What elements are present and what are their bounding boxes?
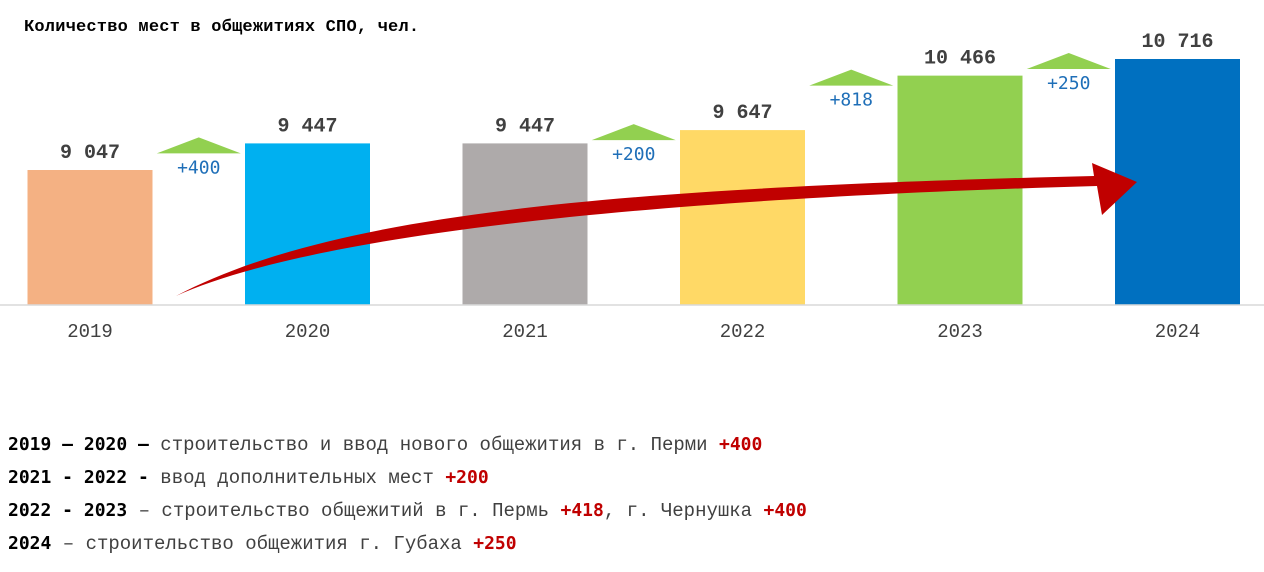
value-label-2021: 9 447 bbox=[495, 115, 555, 138]
x-tick-2023: 2023 bbox=[937, 321, 983, 343]
note-line: 2021 - 2022 - ввод дополнительных мест +… bbox=[8, 463, 807, 496]
note-text: – строительство общежитий в г. Пермь bbox=[127, 500, 561, 522]
note-years: 2024 bbox=[8, 533, 52, 554]
note-text: , г. Чернушка bbox=[603, 500, 764, 522]
increment-label-2019-2020: +400 bbox=[177, 157, 220, 178]
increment-marker-2021-2022 bbox=[591, 124, 676, 141]
increment-marker-2022-2023 bbox=[809, 69, 894, 86]
note-highlight: +400 bbox=[763, 500, 807, 521]
bar-chart: 9 047 2019 9 447 2020 9 447 2021 9 647 2022 10 4… bbox=[0, 31, 1264, 343]
value-label-2020: 9 447 bbox=[277, 115, 337, 138]
notes: 2019 – 2020 – строительство и ввод новог… bbox=[8, 430, 807, 562]
x-tick-2022: 2022 bbox=[720, 321, 766, 343]
note-highlight: +400 bbox=[718, 434, 763, 455]
note-years: 2019 – 2020 – bbox=[8, 434, 149, 455]
note-text: – строительство общежития г. Губаха bbox=[51, 533, 474, 555]
x-tick-2024: 2024 bbox=[1155, 321, 1201, 343]
chart-title: Количество мест в общежитиях СПО, чел. bbox=[24, 18, 420, 37]
note-line: 2019 – 2020 – строительство и ввод новог… bbox=[8, 430, 807, 463]
note-highlight: +250 bbox=[473, 533, 517, 554]
increment-marker-2019-2020 bbox=[156, 137, 241, 154]
value-label-2024: 10 716 bbox=[1141, 31, 1213, 54]
increment-label-2023-2024: +250 bbox=[1047, 73, 1090, 94]
labels-layer: 9 047 2019 9 447 2020 9 447 2021 9 647 2022 10 4… bbox=[60, 31, 1214, 343]
note-years: 2021 - 2022 - bbox=[8, 467, 149, 488]
bar-2019 bbox=[27, 170, 153, 305]
note-highlight: +200 bbox=[445, 467, 489, 488]
note-line: 2022 - 2023 – строительство общежитий в … bbox=[8, 496, 807, 529]
increment-marker-2023-2024 bbox=[1026, 53, 1111, 69]
note-years: 2022 - 2023 bbox=[8, 500, 128, 521]
value-label-2019: 9 047 bbox=[60, 142, 120, 165]
x-tick-2019: 2019 bbox=[67, 321, 113, 343]
value-label-2023: 10 466 bbox=[924, 48, 996, 71]
note-line: 2024 – строительство общежития г. Губаха… bbox=[8, 529, 807, 562]
note-highlight: +418 bbox=[560, 500, 604, 521]
increment-label-2022-2023: +818 bbox=[830, 90, 873, 111]
x-tick-2020: 2020 bbox=[285, 321, 331, 343]
bars-layer bbox=[27, 59, 1240, 305]
x-tick-2021: 2021 bbox=[502, 321, 548, 343]
value-label-2022: 9 647 bbox=[712, 102, 772, 125]
note-text: ввод дополнительных мест bbox=[148, 467, 446, 489]
increment-label-2021-2022: +200 bbox=[612, 144, 655, 165]
bar-2022 bbox=[680, 130, 805, 305]
note-text: строительство и ввод нового общежития в … bbox=[148, 434, 719, 456]
bar-2020 bbox=[245, 143, 370, 305]
